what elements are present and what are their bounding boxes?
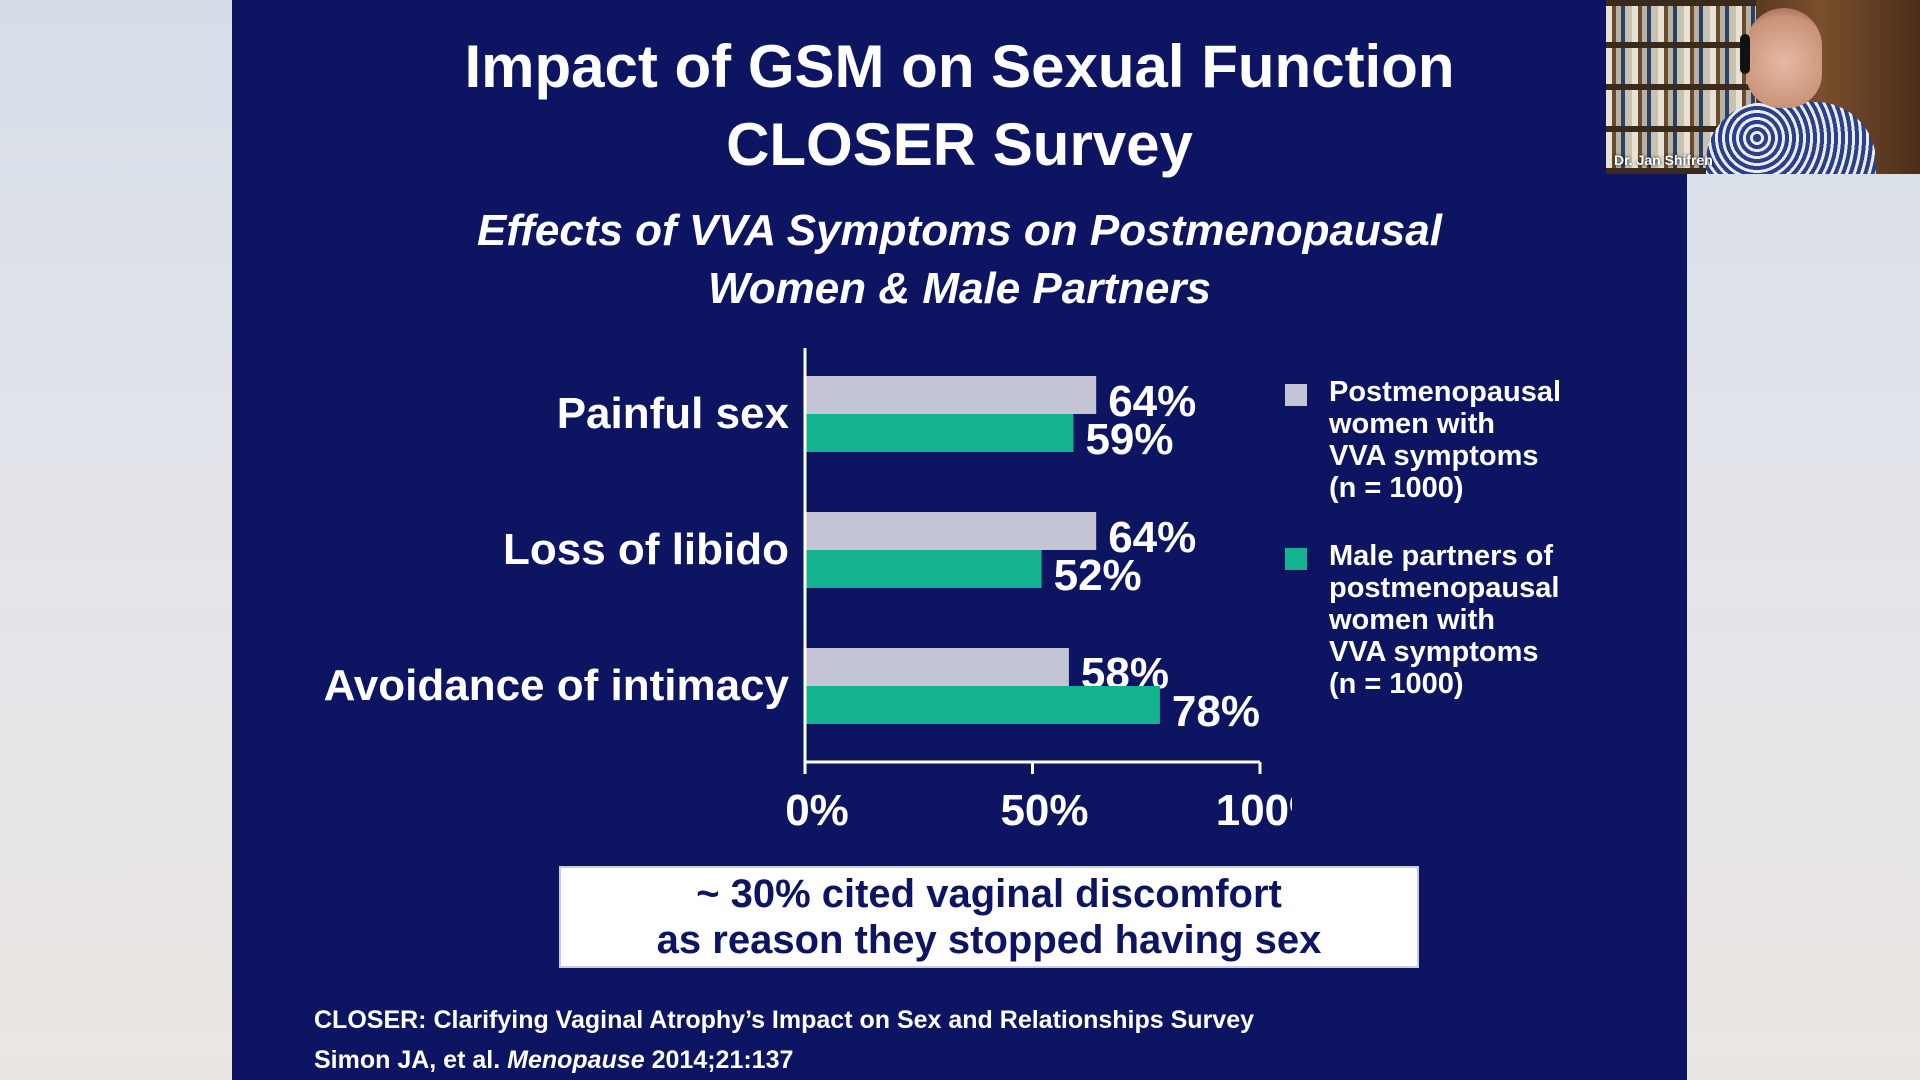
slide-subtitle-line1: Effects of VVA Symptoms on Postmenopausa… bbox=[477, 206, 1442, 255]
reference-line1: CLOSER: Clarifying Vaginal Atrophy’s Imp… bbox=[314, 1006, 1255, 1034]
category-label: Loss of libido bbox=[503, 525, 789, 574]
legend-label-women-2: women with bbox=[1329, 408, 1495, 440]
legend-label-partners-5: (n = 1000) bbox=[1329, 668, 1464, 700]
bar bbox=[805, 648, 1069, 686]
slide-title-line1: Impact of GSM on Sexual Function bbox=[464, 33, 1455, 100]
data-label: 52% bbox=[1054, 551, 1142, 600]
legend-label-partners-4: VVA symptoms bbox=[1329, 636, 1539, 668]
callout-line1: ~ 30% cited vaginal discomfort bbox=[696, 872, 1282, 916]
legend-label-partners-2: postmenopausal bbox=[1329, 572, 1560, 604]
reference-citation: 2014;21:137 bbox=[651, 1046, 794, 1074]
participant-face bbox=[1746, 8, 1822, 108]
bar bbox=[805, 550, 1042, 588]
category-label: Avoidance of intimacy bbox=[324, 661, 790, 710]
legend-label-partners-1: Male partners of bbox=[1329, 540, 1553, 572]
slide-subtitle-line2: Women & Male Partners bbox=[708, 264, 1211, 313]
bar bbox=[805, 414, 1074, 452]
legend-label-women-1: Postmenopausal bbox=[1329, 376, 1562, 408]
webcam-video-tile[interactable]: Dr. Jan Shifren bbox=[1606, 0, 1920, 174]
callout-box: ~ 30% cited vaginal discomfort as reason… bbox=[559, 866, 1419, 968]
x-tick-label: 100% bbox=[1216, 786, 1292, 835]
legend-swatch-partners bbox=[1285, 548, 1307, 570]
legend-swatch-women bbox=[1285, 384, 1307, 406]
bar bbox=[805, 376, 1097, 414]
participant-body bbox=[1706, 102, 1876, 174]
data-label: 59% bbox=[1085, 415, 1173, 464]
category-label: Painful sex bbox=[557, 389, 790, 438]
x-tick-label: 0% bbox=[785, 786, 849, 835]
data-label: 78% bbox=[1172, 687, 1260, 736]
headset-icon bbox=[1740, 34, 1750, 74]
data-label: 64% bbox=[1108, 513, 1196, 562]
legend-label-women-4: (n = 1000) bbox=[1329, 472, 1464, 504]
bookshelf-row bbox=[1606, 6, 1756, 42]
bar bbox=[805, 512, 1097, 550]
reference-authors: Simon JA, et al. bbox=[314, 1046, 501, 1074]
legend-item-partners: Male partners of postmenopausal women wi… bbox=[1285, 540, 1560, 700]
slide-subtitle: Effects of VVA Symptoms on Postmenopausa… bbox=[232, 202, 1687, 318]
reference-line2: Simon JA, et al. Menopause 2014;21:137 bbox=[314, 1040, 793, 1080]
slide-title-line2: CLOSER Survey bbox=[726, 111, 1193, 178]
presentation-slide: Impact of GSM on Sexual Function CLOSER … bbox=[232, 0, 1687, 1080]
legend-item-women: Postmenopausal women with VVA symptoms (… bbox=[1285, 376, 1562, 504]
bar bbox=[805, 686, 1160, 724]
slide-title: Impact of GSM on Sexual Function CLOSER … bbox=[232, 28, 1687, 184]
reference-journal: Menopause bbox=[507, 1046, 645, 1074]
bookshelf-row bbox=[1606, 48, 1756, 84]
legend-label-partners-3: women with bbox=[1329, 604, 1495, 636]
participant-name-label: Dr. Jan Shifren bbox=[1614, 152, 1713, 168]
bar-chart: Painful sex 64%59%Loss of libido 64%52%Avo… bbox=[324, 348, 1292, 835]
callout-line2: as reason they stopped having sex bbox=[656, 918, 1322, 962]
x-tick-label: 50% bbox=[1000, 786, 1088, 835]
legend-label-women-3: VVA symptoms bbox=[1329, 440, 1539, 472]
data-label: 64% bbox=[1108, 377, 1196, 426]
